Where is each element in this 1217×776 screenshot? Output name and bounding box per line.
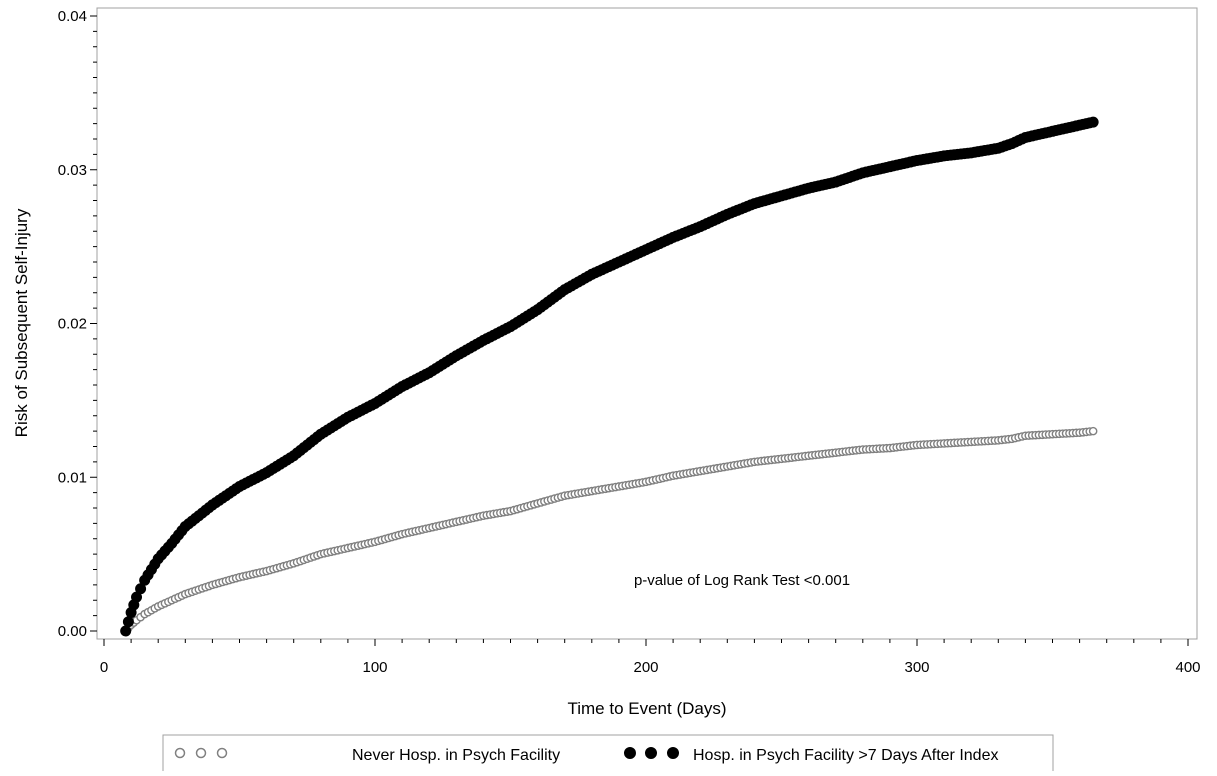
- x-tick-label: 400: [1175, 659, 1200, 676]
- data-point: [1087, 116, 1099, 128]
- legend-label-never-hosp: Never Hosp. in Psych Facility: [352, 747, 560, 764]
- legend-markers-never-hosp: [174, 747, 228, 759]
- legend-label-hosp-psych: Hosp. in Psych Facility >7 Days After In…: [693, 747, 998, 764]
- data-point: [1088, 426, 1098, 436]
- x-axis: 0 100 200 300 400: [100, 639, 1201, 676]
- plot-area-frame: [96, 7, 1198, 640]
- x-tick-label: 200: [633, 659, 658, 676]
- series-hosp-psych: [120, 116, 1099, 637]
- x-tick-label: 300: [904, 659, 929, 676]
- legend-frame: [162, 734, 1054, 776]
- data-point: [122, 616, 134, 628]
- y-axis: 0.00 0.01 0.02 0.03 0.04: [58, 8, 97, 640]
- y-tick-label: 0.03: [58, 162, 87, 179]
- series-layer: [120, 116, 1099, 637]
- legend-marker-open: [174, 747, 186, 759]
- x-tick-label: 0: [100, 659, 108, 676]
- annotation-logrank: p-value of Log Rank Test <0.001: [634, 572, 850, 589]
- y-tick-label: 0.00: [58, 623, 87, 640]
- x-axis-title: Time to Event (Days): [567, 699, 726, 718]
- y-axis-title: Risk of Subsequent Self-Injury: [12, 208, 31, 437]
- legend-marker-filled: [624, 747, 636, 759]
- legend: Never Hosp. in Psych Facility Hosp. in P…: [162, 734, 1054, 776]
- data-point: [120, 625, 132, 637]
- legend-marker-open: [216, 747, 228, 759]
- y-tick-label: 0.01: [58, 469, 87, 486]
- legend-marker-open: [195, 747, 207, 759]
- legend-markers-hosp-psych: [624, 747, 679, 759]
- legend-marker-filled: [667, 747, 679, 759]
- y-tick-label: 0.02: [58, 316, 87, 333]
- legend-marker-filled: [645, 747, 657, 759]
- x-tick-label: 100: [362, 659, 387, 676]
- series-never-hosp: [121, 426, 1098, 636]
- y-tick-label: 0.04: [58, 8, 87, 25]
